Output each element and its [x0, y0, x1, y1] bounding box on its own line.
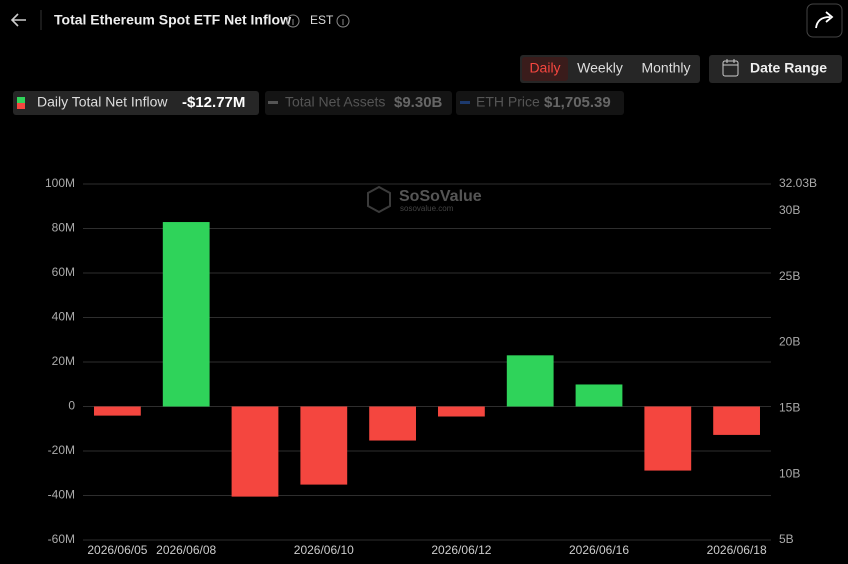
timezone: EST — [310, 13, 334, 27]
watermark-site: sosovalue.com — [400, 204, 454, 213]
y2-tick-label: 30B — [779, 203, 800, 217]
y-tick-label: -60M — [48, 532, 75, 546]
x-tick-label: 2026/06/10 — [294, 543, 354, 557]
share-button[interactable] — [806, 3, 843, 38]
legend-label: Total Net Assets — [285, 94, 385, 110]
x-tick-label: 2026/06/08 — [156, 543, 216, 557]
bar — [162, 222, 210, 407]
legend-swatch-down — [17, 103, 25, 109]
bar — [231, 406, 279, 497]
legend-label: Daily Total Net Inflow — [37, 94, 168, 110]
watermark-name: SoSoValue — [399, 188, 482, 205]
y-tick-label: 80M — [52, 221, 75, 235]
y-tick-label: 60M — [52, 265, 75, 279]
y-tick-label: 20M — [52, 354, 75, 368]
bar — [300, 406, 348, 485]
bar — [644, 406, 692, 471]
y2-tick-label: 5B — [779, 532, 794, 546]
legend-label: ETH Price — [476, 94, 540, 110]
y-tick-label: -40M — [48, 488, 75, 502]
date-range-button[interactable] — [709, 55, 842, 83]
y-tick-label: 0 — [68, 399, 75, 413]
legend-swatch-up — [17, 97, 25, 103]
plot: -60M -40M -20M 0 20M 40M 60M 80M 100M 5B 10B 15B 20B… — [45, 176, 817, 557]
bar — [575, 384, 623, 407]
bar — [94, 406, 141, 416]
x-tick-label: 2026/06/12 — [431, 543, 491, 557]
period-monthly[interactable]: Monthly — [641, 60, 690, 76]
x-tick-label: 2026/06/05 — [87, 543, 147, 557]
legend-pill[interactable] — [456, 91, 624, 115]
legend-pill[interactable] — [265, 91, 452, 115]
period-weekly[interactable]: Weekly — [577, 60, 623, 76]
back-button[interactable] — [10, 13, 26, 27]
y-tick-label: 40M — [52, 310, 75, 324]
bar — [713, 406, 760, 435]
y2-tick-label: 10B — [779, 466, 800, 480]
y2-tick-label: 25B — [779, 269, 800, 283]
bar — [438, 406, 485, 417]
x-tick-label: 2026/06/18 — [707, 543, 767, 557]
watermark-logo — [367, 185, 391, 214]
y2-tick-label: 20B — [779, 335, 800, 349]
legend-swatch — [268, 101, 278, 104]
bar — [369, 406, 416, 441]
legend-value: $1,705.39 — [544, 94, 611, 111]
period-daily[interactable]: Daily — [529, 60, 560, 76]
legend-value: $9.30B — [394, 94, 443, 111]
legend-value: -$12.77M — [182, 94, 245, 111]
legend-pill[interactable] — [13, 91, 259, 115]
info-icon[interactable] — [336, 14, 350, 28]
y-tick-label: 100M — [45, 176, 75, 190]
calendar-icon — [722, 59, 739, 77]
y-tick-label: -20M — [48, 443, 75, 457]
legend-swatch — [460, 101, 470, 104]
period-active-bg — [522, 57, 568, 81]
y2-tick-label: 32.03B — [779, 176, 817, 190]
bar — [506, 355, 554, 407]
info-icon[interactable] — [286, 14, 300, 28]
page-title: Total Ethereum Spot ETF Net Inflow — [54, 12, 291, 28]
date-range-label[interactable]: Date Range — [750, 60, 827, 76]
x-tick-label: 2026/06/16 — [569, 543, 629, 557]
y2-tick-label: 15B — [779, 400, 800, 414]
